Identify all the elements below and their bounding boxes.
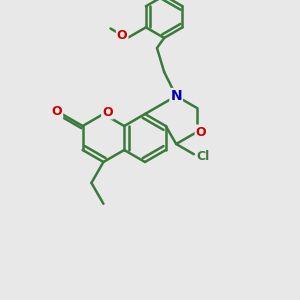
Text: O: O xyxy=(52,105,62,118)
Text: O: O xyxy=(196,125,206,139)
Text: Cl: Cl xyxy=(196,150,209,163)
Text: O: O xyxy=(117,29,128,42)
Text: O: O xyxy=(102,106,113,118)
Text: N: N xyxy=(170,89,182,103)
